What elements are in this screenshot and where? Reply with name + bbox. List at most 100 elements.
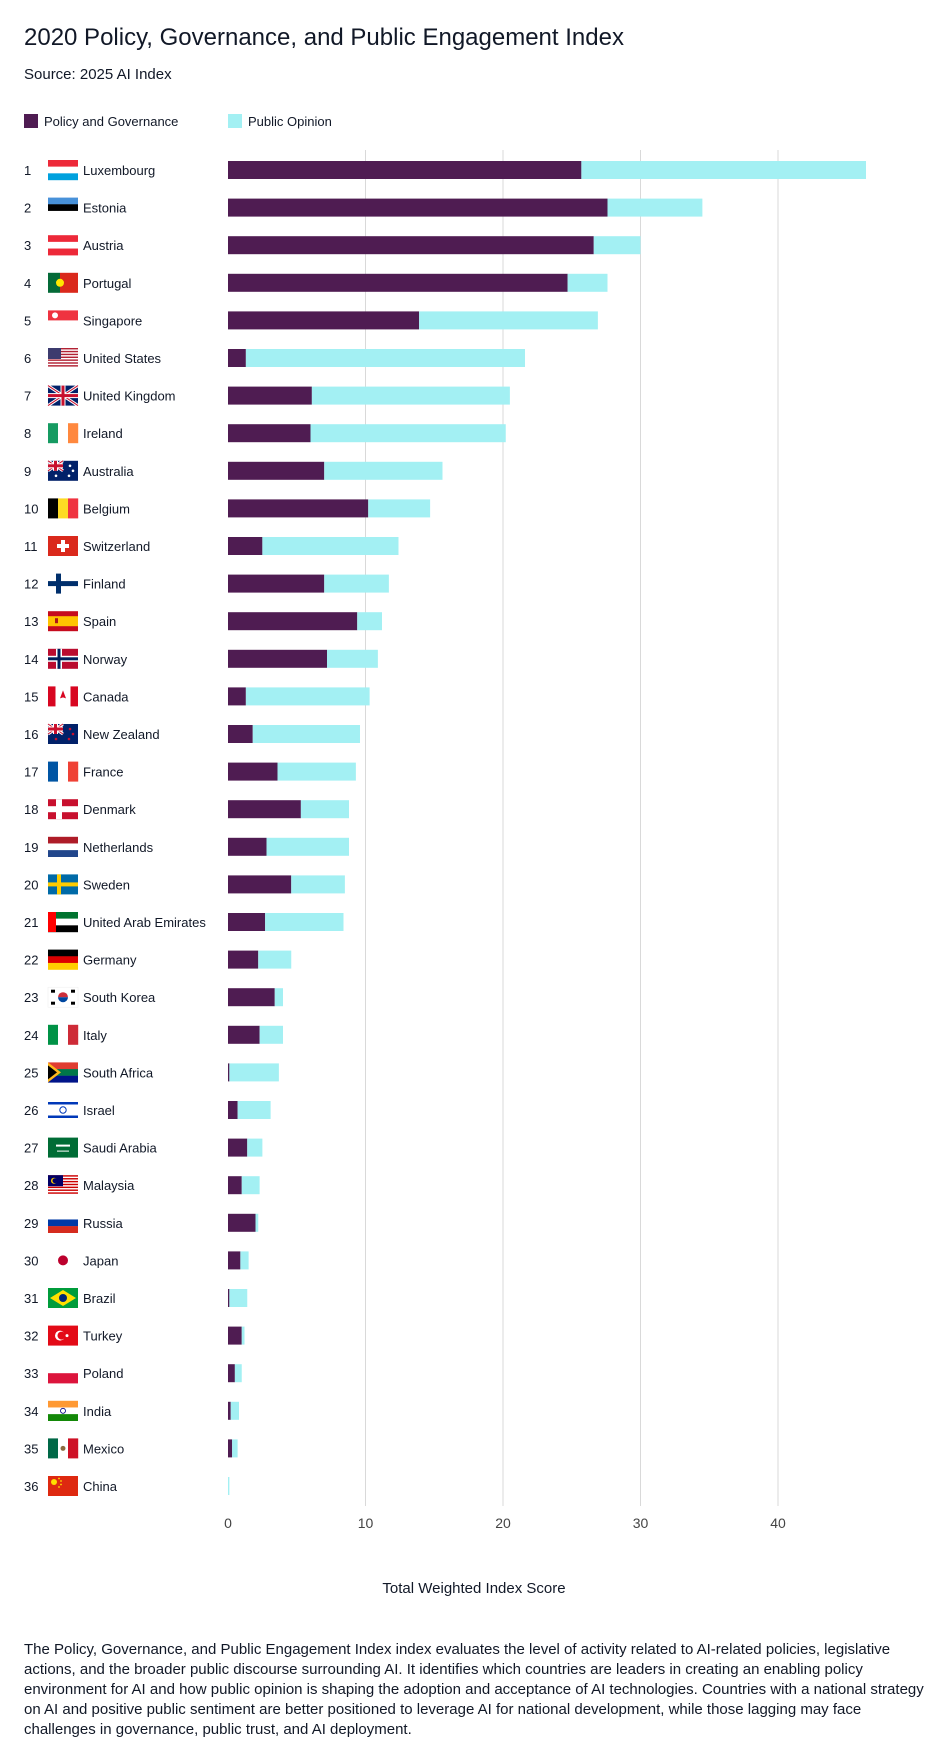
chart-row: 10 Belgium (24, 498, 431, 519)
country-label: Canada (83, 689, 129, 704)
bar-public-opinion (274, 988, 283, 1007)
bar-public-opinion (259, 1025, 283, 1044)
bar-policy-governance (228, 1176, 242, 1195)
bar-policy-governance (228, 1101, 238, 1119)
rank-label: 29 (24, 1216, 38, 1231)
bar-public-opinion (241, 1326, 245, 1345)
flag-new-zealand-icon (47, 722, 78, 744)
rank-label: 3 (24, 238, 31, 253)
bar-policy-governance (228, 574, 325, 593)
bar-public-opinion (228, 1477, 230, 1495)
flag-austria-icon (48, 235, 78, 256)
bar-policy-governance (228, 913, 266, 931)
country-label: Austria (83, 238, 124, 253)
flag-ireland-icon (48, 423, 79, 444)
rank-label: 22 (24, 953, 38, 968)
rank-label: 21 (24, 915, 38, 930)
rank-label: 20 (24, 877, 38, 892)
country-label: Ireland (83, 426, 123, 441)
bar-policy-governance (228, 725, 253, 743)
chart-row: 6 United States (24, 348, 525, 367)
bar-policy-governance (228, 1401, 231, 1420)
chart-row: 14 Norway (24, 648, 378, 669)
flag-finland-icon (48, 573, 78, 594)
country-label: India (83, 1404, 112, 1419)
rank-label: 25 (24, 1065, 38, 1080)
bar-public-opinion (237, 1101, 271, 1119)
page-title: 2020 Policy, Governance, and Public Enga… (24, 24, 624, 51)
flag-saudi-arabia-icon (48, 1137, 78, 1158)
bar-policy-governance (228, 198, 608, 217)
bar-policy-governance (228, 161, 582, 179)
page-subtitle: Source: 2025 AI Index (24, 66, 172, 83)
chart-row: 32 Turkey (24, 1325, 245, 1346)
legend-swatch-policy (24, 114, 38, 128)
bar-public-opinion (324, 461, 443, 480)
bar-public-opinion (234, 1364, 242, 1383)
bar-public-opinion (419, 311, 598, 330)
flag-mexico-icon (48, 1438, 79, 1459)
flag-united-kingdom-icon (47, 384, 79, 407)
country-label: Israel (83, 1103, 115, 1118)
bar-public-opinion (245, 687, 370, 706)
flag-singapore-icon (48, 310, 78, 331)
flag-france-icon (48, 761, 79, 782)
rank-label: 36 (24, 1479, 38, 1494)
flag-luxembourg-icon (48, 160, 78, 181)
rank-label: 5 (24, 313, 31, 328)
rank-label: 11 (24, 539, 38, 554)
rank-label: 12 (24, 577, 38, 592)
bar-public-opinion (241, 1176, 260, 1195)
chart-row: 36 China (24, 1476, 230, 1496)
bar-policy-governance (228, 461, 325, 480)
rank-label: 19 (24, 840, 38, 855)
bar-public-opinion (277, 762, 356, 781)
flag-turkey-icon (48, 1325, 78, 1346)
bar-policy-governance (228, 386, 312, 405)
bar-public-opinion (230, 1401, 239, 1420)
chart-row: 21 United Arab Emirates (24, 912, 344, 933)
bar-policy-governance (228, 273, 568, 292)
country-label: Italy (83, 1028, 107, 1043)
rank-label: 7 (24, 389, 31, 404)
rank-label: 8 (24, 426, 31, 441)
chart-row: 1 Luxembourg (24, 160, 866, 181)
bar-public-opinion (300, 800, 349, 819)
chart-row: 20 Sweden (24, 874, 345, 895)
country-label: Netherlands (83, 840, 154, 855)
bar-policy-governance (228, 762, 278, 781)
flag-germany-icon (48, 949, 78, 970)
bar-public-opinion (324, 574, 389, 593)
rank-label: 24 (24, 1028, 38, 1043)
rank-label: 4 (24, 276, 31, 291)
bar-public-opinion (262, 537, 399, 555)
chart-row: 31 Brazil (24, 1288, 248, 1308)
bar-policy-governance (228, 499, 369, 518)
bar-public-opinion (247, 1138, 263, 1157)
country-label: Brazil (83, 1291, 116, 1306)
rank-label: 32 (24, 1329, 38, 1344)
bar-public-opinion (245, 349, 525, 367)
x-axis-label: Total Weighted Index Score (382, 1580, 566, 1597)
flag-india-icon (48, 1400, 78, 1421)
country-label: Mexico (83, 1441, 124, 1456)
bar-public-opinion (232, 1439, 238, 1458)
flag-uae-icon (48, 912, 78, 933)
chart-row: 33 Poland (24, 1363, 242, 1384)
bar-policy-governance (228, 800, 301, 819)
country-label: Malaysia (83, 1178, 135, 1193)
country-label: Finland (83, 577, 126, 592)
country-label: Switzerland (83, 539, 150, 554)
rank-label: 35 (24, 1441, 38, 1456)
bar-public-opinion (357, 612, 382, 631)
bar-policy-governance (228, 687, 246, 706)
country-label: South Africa (83, 1065, 154, 1080)
country-label: Poland (83, 1366, 123, 1381)
x-tick-label: 20 (495, 1515, 511, 1531)
bar-public-opinion (229, 1289, 248, 1307)
legend-label-policy: Policy and Governance (44, 113, 179, 129)
bar-policy-governance (228, 1251, 241, 1270)
rank-label: 16 (24, 727, 38, 742)
bar-public-opinion (291, 875, 345, 894)
rank-label: 2 (24, 201, 31, 216)
